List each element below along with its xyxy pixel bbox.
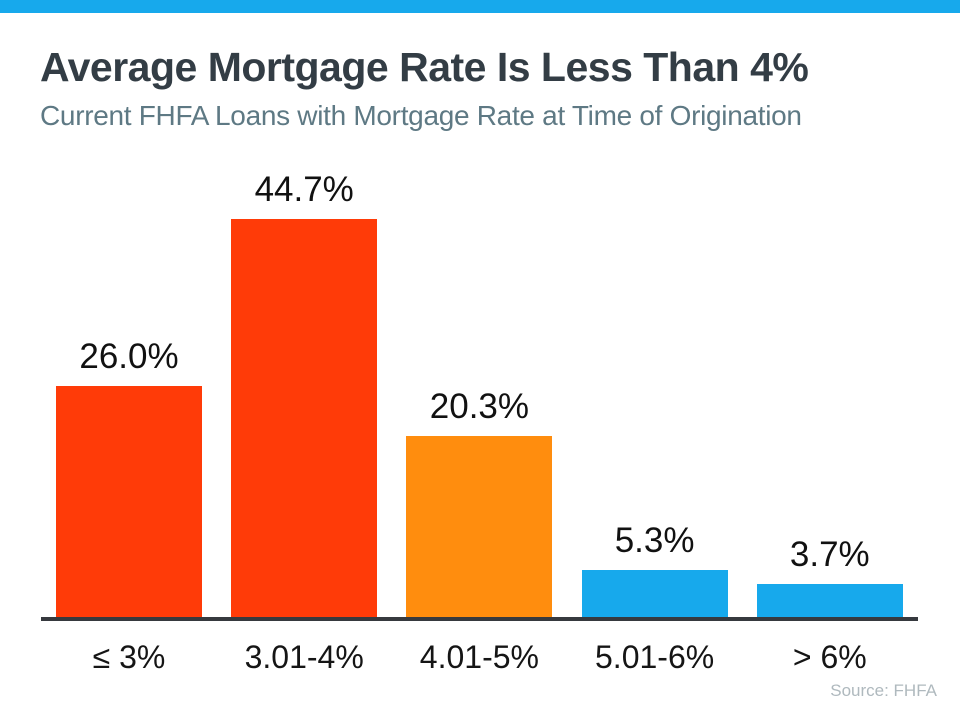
bar-value-label: 3.7% (789, 535, 870, 575)
bar-category-label: ≤ 3% (92, 639, 166, 675)
bar-category-label: > 6% (792, 639, 867, 675)
chart-title: Average Mortgage Rate Is Less Than 4% (40, 44, 809, 90)
bar (581, 569, 728, 617)
bar-value-label: 26.0% (79, 336, 179, 376)
x-axis-line (41, 617, 918, 621)
bar-category-label: 5.01-6% (595, 639, 715, 675)
chart-subtitle: Current FHFA Loans with Mortgage Rate at… (40, 100, 802, 131)
bar-value-label: 44.7% (254, 170, 354, 210)
bar (231, 219, 378, 617)
source-note: Source: FHFA (830, 681, 937, 700)
bar-category-label: 4.01-5% (419, 639, 539, 675)
bar-category-label: 3.01-4% (244, 639, 364, 675)
top-accent-bar (0, 0, 960, 13)
bar-value-label: 20.3% (429, 387, 530, 427)
bar (756, 584, 903, 617)
bar (406, 436, 553, 617)
bar (56, 385, 202, 617)
bar-value-label: 5.3% (614, 520, 695, 560)
